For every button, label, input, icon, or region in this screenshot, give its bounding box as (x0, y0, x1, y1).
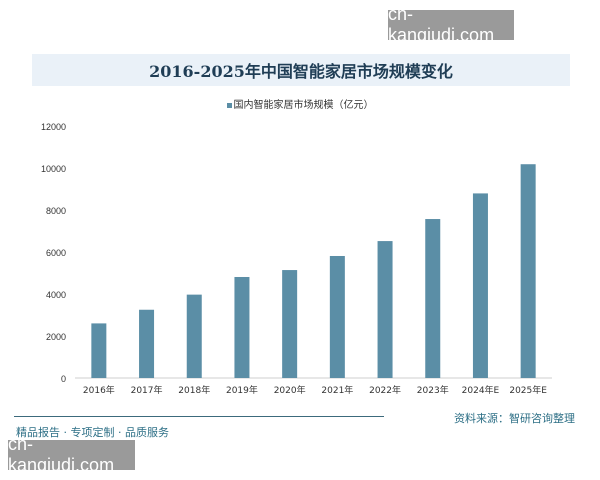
x-tick-label: 2024年E (462, 384, 500, 396)
bar-2018年 (186, 294, 202, 378)
x-tick-label: 2019年 (226, 384, 258, 396)
watermark-bottom: cn-kanqiudi.com (8, 434, 135, 475)
bar-2025年E (520, 164, 536, 378)
bar-2019年 (234, 276, 250, 378)
y-tick-label: 10000 (41, 164, 66, 174)
y-tick-label: 6000 (46, 248, 66, 258)
x-tick-label: 2025年E (509, 384, 547, 396)
chart-title: 2016-2025年中国智能家居市场规模变化 (149, 62, 453, 81)
x-tick-label: 2017年 (131, 384, 163, 396)
x-tick-label: 2023年 (417, 384, 449, 396)
legend-label: 国内智能家居市场规模（亿元） (233, 100, 374, 111)
y-tick-label: 2000 (46, 332, 66, 342)
x-tick-label: 2021年 (321, 384, 353, 396)
title-band: 2016-2025年中国智能家居市场规模变化 (32, 54, 570, 86)
bar-2024年E (472, 193, 488, 378)
x-tick-label: 2018年 (178, 384, 210, 396)
footer-divider (14, 416, 384, 417)
y-tick-label: 8000 (46, 206, 66, 216)
bar-2023年 (425, 219, 441, 378)
y-tick-label: 12000 (41, 122, 66, 132)
bar-2016年 (91, 323, 107, 378)
footer-slogan: 精品报告 · 专项定制 · 品质服务 (16, 426, 169, 439)
source-note: 资料来源：智研咨询整理 (454, 412, 575, 425)
x-tick-label: 2022年 (369, 384, 401, 396)
bar-2020年 (282, 270, 298, 378)
legend: 国内智能家居市场规模（亿元） (0, 96, 600, 111)
bar-2017年 (139, 309, 155, 378)
legend-swatch (226, 102, 232, 108)
bar-2021年 (329, 255, 345, 378)
x-tick-label: 2020年 (274, 384, 306, 396)
y-tick-label: 4000 (46, 290, 66, 300)
bar-2022年 (377, 241, 393, 378)
x-tick-label: 2016年 (83, 384, 115, 396)
y-tick-label: 0 (61, 374, 66, 384)
